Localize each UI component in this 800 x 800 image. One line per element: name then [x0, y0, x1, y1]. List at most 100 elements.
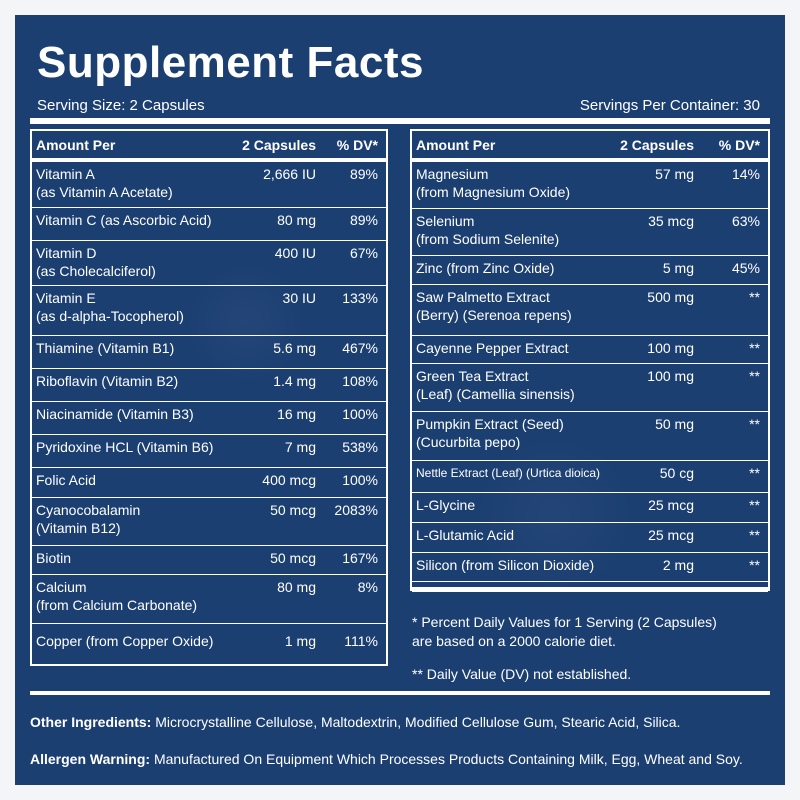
header-capsules: 2 Capsules: [242, 137, 316, 153]
table-row: Saw Palmetto Extract (Berry) (Serenoa re…: [412, 285, 768, 336]
nutrient-dv: 100%: [342, 472, 378, 488]
nutrient-amount: 80 mg: [277, 579, 316, 595]
nutrient-amount: 5 mg: [662, 260, 694, 276]
other-ingredients: Other Ingredients: Microcrystalline Cell…: [30, 714, 680, 730]
nutrient-dv: 467%: [342, 340, 378, 356]
nutrient-amount: 30 IU: [282, 290, 316, 306]
footer-divider: [30, 691, 770, 695]
table-row: Silicon (from Silicon Dioxide) 2 mg **: [412, 553, 768, 582]
table-row: Niacinamide (Vitamin B3) 16 mg 100%: [32, 402, 386, 435]
table-row: Riboflavin (Vitamin B2) 1.4 mg 108%: [32, 369, 386, 402]
nutrient-name: Silicon (from Silicon Dioxide): [416, 557, 595, 573]
nutrient-dv: 2083%: [334, 502, 378, 518]
nutrient-amount: 100 mg: [647, 368, 694, 384]
nutrient-amount: 50 mg: [655, 416, 694, 432]
servings-per-container: Servings Per Container: 30: [579, 97, 760, 114]
nutrient-amount: 16 mg: [277, 406, 316, 422]
table-row: Pumpkin Extract (Seed) (Cucurbita pepo) …: [412, 412, 768, 461]
table-row: Zinc (from Zinc Oxide) 5 mg 45%: [412, 256, 768, 285]
table-row: Vitamin A (as Vitamin A Acetate) 2,666 I…: [32, 162, 386, 208]
nutrient-name: Copper (from Copper Oxide): [36, 633, 214, 649]
nutrient-dv: **: [749, 340, 760, 356]
nutrient-name: Calcium (from Calcium Carbonate): [36, 579, 198, 613]
nutrient-name: Riboflavin (Vitamin B2): [36, 373, 179, 389]
nutrient-dv: 63%: [731, 213, 760, 229]
header-amount-per: Amount Per: [36, 137, 116, 153]
table-row: Cyanocobalamin (Vitamin B12) 50 mcg 2083…: [32, 498, 386, 546]
nutrient-name: L-Glycine: [416, 497, 476, 513]
nutrient-name: Pumpkin Extract (Seed) (Cucurbita pepo): [416, 416, 564, 450]
nutrient-dv: **: [749, 465, 760, 481]
other-ingredients-label: Other Ingredients:: [30, 714, 152, 730]
table-row: Calcium (from Calcium Carbonate) 80 mg 8…: [32, 575, 386, 624]
table-row: Cayenne Pepper Extract 100 mg **: [412, 336, 768, 364]
nutrient-amount: 57 mg: [655, 166, 694, 182]
table-row: Folic Acid 400 mcg 100%: [32, 468, 386, 498]
nutrient-dv: 45%: [731, 260, 760, 276]
nutrient-name: Zinc (from Zinc Oxide): [416, 260, 555, 276]
nutrient-name: Niacinamide (Vitamin B3): [36, 406, 194, 422]
nutrient-name: Cayenne Pepper Extract: [416, 340, 569, 356]
nutrient-dv: **: [749, 416, 760, 432]
nutrient-amount: 50 mcg: [270, 502, 316, 518]
nutrient-amount: 25 mcg: [648, 527, 694, 543]
nutrient-dv: 100%: [342, 406, 378, 422]
table-row: Pyridoxine HCL (Vitamin B6) 7 mg 538%: [32, 435, 386, 468]
nutrient-name: Vitamin C (as Ascorbic Acid): [36, 212, 212, 228]
nutrient-name: L-Glutamic Acid: [416, 527, 515, 543]
nutrient-amount: 35 mcg: [648, 213, 694, 229]
nutrient-name: Biotin: [36, 550, 72, 566]
nutrient-amount: 7 mg: [284, 439, 316, 455]
nutrient-dv: **: [749, 557, 760, 573]
nutrient-amount: 100 mg: [647, 340, 694, 356]
table-row: Vitamin E (as d-alpha-Tocopherol) 30 IU …: [32, 286, 386, 336]
nutrient-amount: 5.6 mg: [273, 340, 316, 356]
nutrient-amount: 500 mg: [647, 289, 694, 305]
allergen-warning-text: Manufactured On Equipment Which Processe…: [153, 751, 743, 767]
nutrient-dv: 133%: [342, 290, 378, 306]
nutrient-dv: 167%: [342, 550, 378, 566]
nutrient-dv: 111%: [344, 633, 378, 649]
nutrient-amount: 2,666 IU: [263, 166, 316, 182]
nutrient-name: Magnesium (from Magnesium Oxide): [416, 166, 571, 200]
nutrient-amount: 1.4 mg: [273, 373, 316, 389]
nutrient-amount: 1 mg: [284, 633, 316, 649]
nutrient-dv: **: [749, 289, 760, 305]
table-row: Selenium (from Sodium Selenite) 35 mcg 6…: [412, 209, 768, 256]
table-row: Green Tea Extract (Leaf) (Camellia sinen…: [412, 364, 768, 412]
nutrient-name: Green Tea Extract (Leaf) (Camellia sinen…: [416, 368, 575, 402]
table-row: Nettle Extract (Leaf) (Urtica dioica) 50…: [412, 461, 768, 493]
nutrient-dv: 89%: [349, 166, 378, 182]
allergen-warning: Allergen Warning: Manufactured On Equipm…: [30, 751, 743, 767]
header-dv: % DV*: [718, 137, 760, 153]
nutrient-amount: 400 mcg: [262, 472, 316, 488]
nutrient-amount: 80 mg: [277, 212, 316, 228]
left-nutrient-table: Amount Per 2 Capsules % DV* Vitamin A (a…: [30, 129, 388, 666]
header-capsules: 2 Capsules: [620, 137, 694, 153]
nutrient-name: Vitamin A (as Vitamin A Acetate): [36, 166, 173, 200]
table-row: Copper (from Copper Oxide) 1 mg 111%: [32, 624, 386, 662]
nutrient-dv: **: [749, 497, 760, 513]
nutrient-dv: 89%: [349, 212, 378, 228]
nutrient-name: Cyanocobalamin (Vitamin B12): [36, 502, 141, 536]
header-dv: % DV*: [336, 137, 378, 153]
table-row: Vitamin C (as Ascorbic Acid) 80 mg 89%: [32, 208, 386, 241]
nutrient-amount: 50 mcg: [270, 550, 316, 566]
table-header: Amount Per 2 Capsules % DV*: [32, 131, 386, 162]
footnote-daily-values: * Percent Daily Values for 1 Serving (2 …: [412, 614, 717, 649]
nutrient-name: Folic Acid: [36, 472, 96, 488]
supplement-facts-panel: Supplement Facts Serving Size: 2 Capsule…: [15, 15, 785, 785]
serving-size: Serving Size: 2 Capsules: [37, 97, 205, 114]
nutrient-amount: 2 mg: [662, 557, 694, 573]
table-row: Biotin 50 mcg 167%: [32, 546, 386, 575]
nutrient-dv: 14%: [731, 166, 760, 182]
nutrient-name: Thiamine (Vitamin B1): [36, 340, 175, 356]
nutrient-name: Nettle Extract (Leaf) (Urtica dioica): [416, 466, 601, 480]
nutrient-dv: **: [749, 368, 760, 384]
nutrient-dv: 8%: [357, 579, 378, 595]
nutrient-amount: 25 mcg: [648, 497, 694, 513]
table-row: Magnesium (from Magnesium Oxide) 57 mg 1…: [412, 162, 768, 209]
right-table-bottom-bar: [412, 587, 768, 592]
nutrient-name: Saw Palmetto Extract (Berry) (Serenoa re…: [416, 289, 572, 323]
nutrient-name: Pyridoxine HCL (Vitamin B6): [36, 439, 214, 455]
